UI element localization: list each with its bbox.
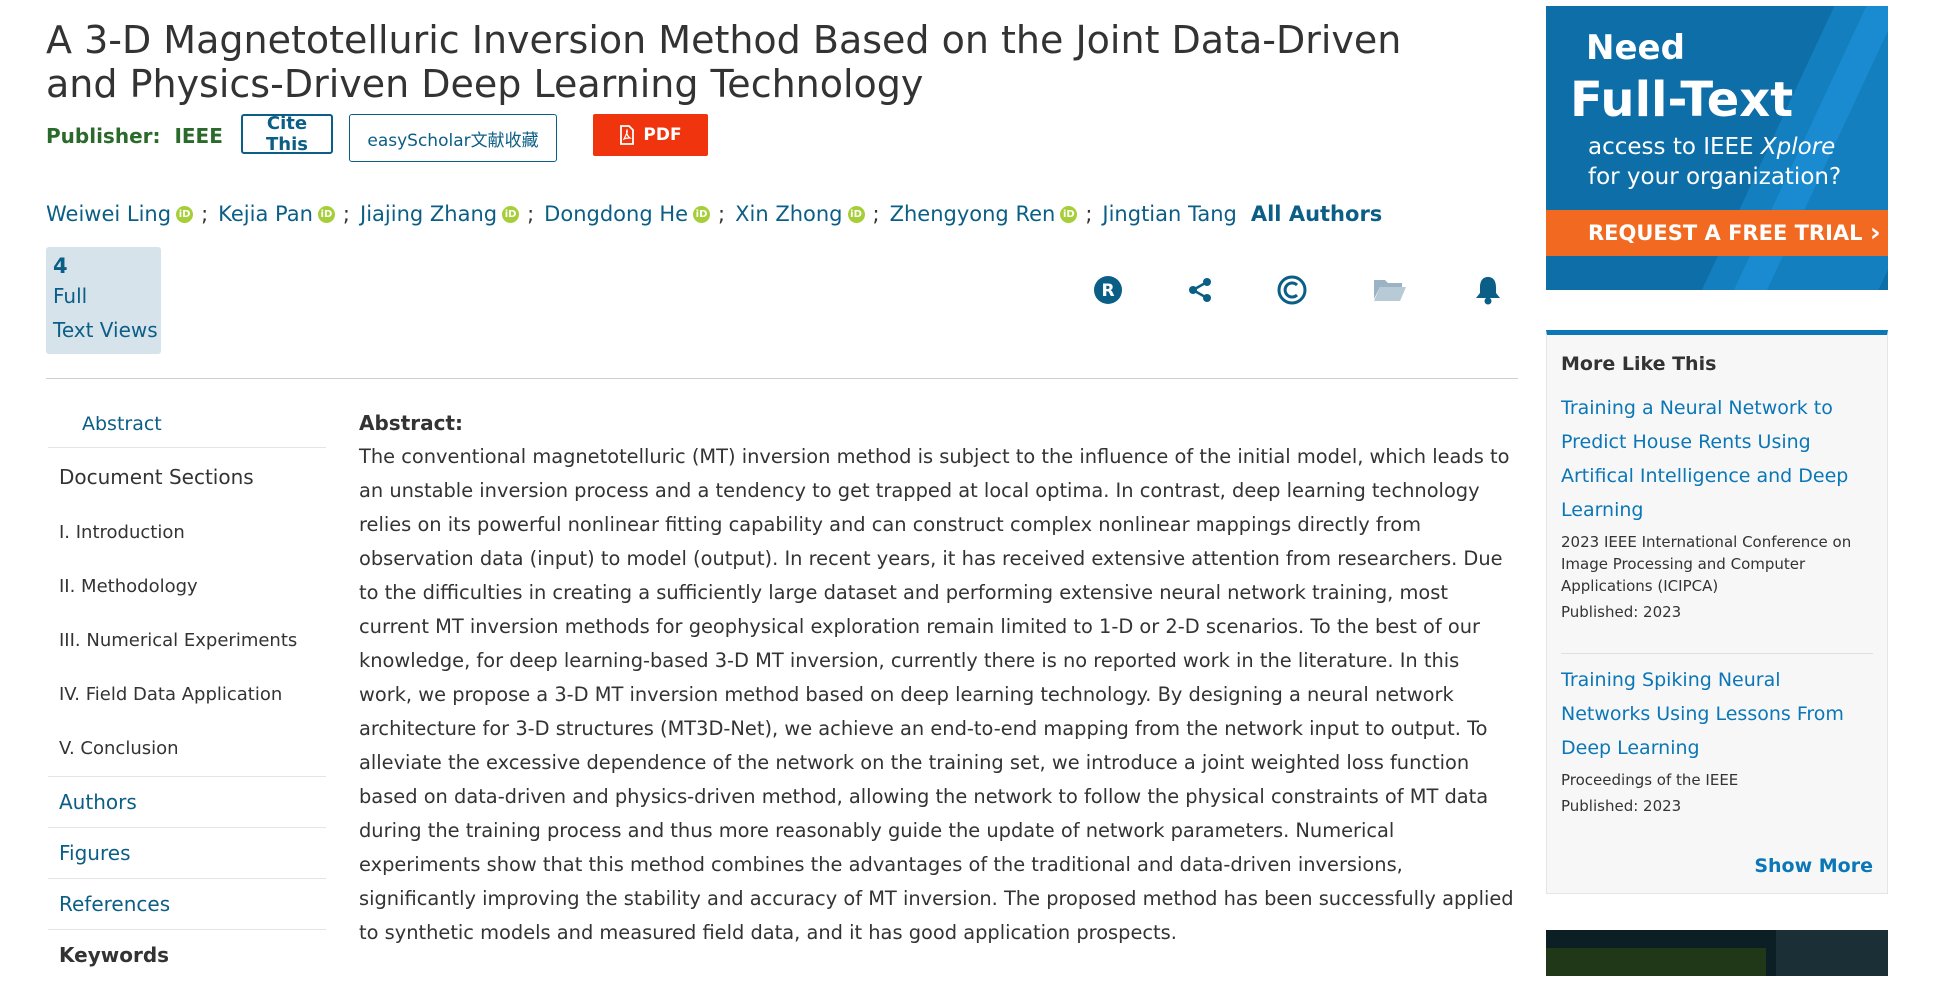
- related-article: Training a Neural Network to Predict Hou…: [1561, 391, 1873, 623]
- author-separator: ;: [1085, 202, 1093, 226]
- author-separator: ;: [872, 202, 880, 226]
- publisher-name: IEEE: [174, 124, 223, 148]
- author-link[interactable]: Xin Zhong: [735, 202, 843, 226]
- author-link[interactable]: Dongdong He: [544, 202, 689, 226]
- related-article: Training Spiking Neural Networks Using L…: [1561, 663, 1873, 817]
- ad-subtext: access to IEEE Xplore for your organizat…: [1588, 132, 1888, 192]
- orcid-icon[interactable]: iD: [317, 205, 335, 223]
- ad-decor-block: [1546, 948, 1766, 976]
- pdf-file-icon: [620, 125, 635, 145]
- author-separator: ;: [342, 202, 350, 226]
- ad-need-text: Need: [1586, 28, 1685, 68]
- toc-document-sections-heading: Document Sections: [59, 465, 254, 489]
- author-link[interactable]: Zhengyong Ren: [889, 202, 1056, 226]
- views-label-line1: Full: [53, 284, 88, 308]
- svg-text:R: R: [1101, 281, 1114, 301]
- toc-section-conclusion[interactable]: V. Conclusion: [59, 738, 179, 759]
- toc-keywords-link[interactable]: Keywords: [48, 929, 326, 980]
- ad-sub-line2: for your organization?: [1588, 164, 1842, 190]
- author-separator: ;: [201, 202, 209, 226]
- all-authors-link[interactable]: All Authors: [1250, 202, 1383, 226]
- abstract-text: The conventional magnetotelluric (MT) in…: [359, 445, 1514, 944]
- orcid-icon[interactable]: iD: [693, 205, 711, 223]
- share-icon[interactable]: [1182, 272, 1218, 308]
- more-like-this-heading: More Like This: [1561, 353, 1717, 375]
- document-sections-nav: Abstract Document Sections I. Introducti…: [48, 400, 326, 980]
- views-label-line2: Text Views: [53, 318, 158, 342]
- more-like-this-panel: More Like This Training a Neural Network…: [1546, 330, 1888, 894]
- related-divider: [1561, 653, 1873, 654]
- easyscholar-button[interactable]: easyScholar文献收藏: [349, 114, 557, 162]
- related-article-date: Published: 2023: [1561, 797, 1682, 815]
- ad-sub-xplore: Xplore: [1760, 134, 1836, 160]
- ad-fulltext-text: Full-Text: [1570, 72, 1794, 128]
- full-text-access-ad[interactable]: Need Full-Text access to IEEE Xplore for…: [1546, 6, 1888, 290]
- ad-decor-block: [1776, 930, 1888, 976]
- pdf-button[interactable]: PDF: [593, 114, 708, 156]
- toc-section-numerical-experiments[interactable]: III. Numerical Experiments: [59, 630, 298, 651]
- author-separator: ;: [718, 202, 726, 226]
- bell-icon[interactable]: [1470, 272, 1506, 308]
- related-article-venue: Proceedings of the IEEE: [1561, 771, 1739, 789]
- publisher-label: Publisher:: [46, 124, 161, 148]
- copyright-icon[interactable]: [1274, 272, 1310, 308]
- toc-references-link[interactable]: References: [48, 878, 326, 929]
- secondary-ad-banner[interactable]: [1546, 930, 1888, 976]
- toc-figures-link[interactable]: Figures: [48, 827, 326, 878]
- toc-authors-link[interactable]: Authors: [48, 776, 326, 827]
- orcid-icon[interactable]: iD: [502, 205, 520, 223]
- chevron-right-icon: ›: [1869, 218, 1881, 248]
- views-count: 4: [53, 254, 68, 278]
- abstract-section: Abstract: The conventional magnetotellur…: [359, 406, 1517, 950]
- author-link[interactable]: Jiajing Zhang: [360, 202, 498, 226]
- trial-label: REQUEST A FREE TRIAL: [1588, 221, 1863, 245]
- orcid-icon[interactable]: iD: [1060, 205, 1078, 223]
- abstract-heading: Abstract:: [359, 411, 464, 435]
- header-divider: [46, 378, 1518, 379]
- author-list: Weiwei Ling iD; Kejia Pan iD; Jiajing Zhan…: [46, 202, 1382, 226]
- orcid-icon[interactable]: iD: [176, 205, 194, 223]
- toc-section-field-data-application[interactable]: IV. Field Data Application: [59, 684, 283, 705]
- related-article-title[interactable]: Training a Neural Network to Predict Hou…: [1561, 397, 1849, 521]
- related-article-title[interactable]: Training Spiking Neural Networks Using L…: [1561, 669, 1844, 759]
- show-more-link[interactable]: Show More: [1754, 855, 1873, 877]
- toc-section-introduction[interactable]: I. Introduction: [59, 522, 185, 543]
- rights-icon[interactable]: R: [1090, 272, 1126, 308]
- full-text-views-metric[interactable]: 4 Full Text Views: [46, 247, 161, 354]
- ad-sub-line1: access to IEEE: [1588, 134, 1761, 160]
- article-title: A 3-D Magnetotelluric Inversion Method B…: [46, 18, 1402, 106]
- author-link[interactable]: Weiwei Ling: [46, 202, 172, 226]
- publisher: Publisher: IEEE: [46, 124, 223, 148]
- related-article-date: Published: 2023: [1561, 603, 1682, 621]
- request-free-trial-button[interactable]: REQUEST A FREE TRIAL ›: [1546, 210, 1888, 256]
- folder-icon[interactable]: [1372, 272, 1408, 308]
- pdf-label: PDF: [643, 125, 682, 145]
- toc-abstract-link[interactable]: Abstract: [48, 400, 326, 448]
- author-link[interactable]: Kejia Pan: [218, 202, 313, 226]
- related-article-venue: 2023 IEEE International Conference on Im…: [1561, 533, 1852, 595]
- author-link[interactable]: Jingtian Tang: [1102, 202, 1237, 226]
- toc-section-methodology[interactable]: II. Methodology: [59, 576, 198, 597]
- author-separator: ;: [527, 202, 535, 226]
- orcid-icon[interactable]: iD: [847, 205, 865, 223]
- cite-this-button[interactable]: Cite This: [241, 113, 333, 155]
